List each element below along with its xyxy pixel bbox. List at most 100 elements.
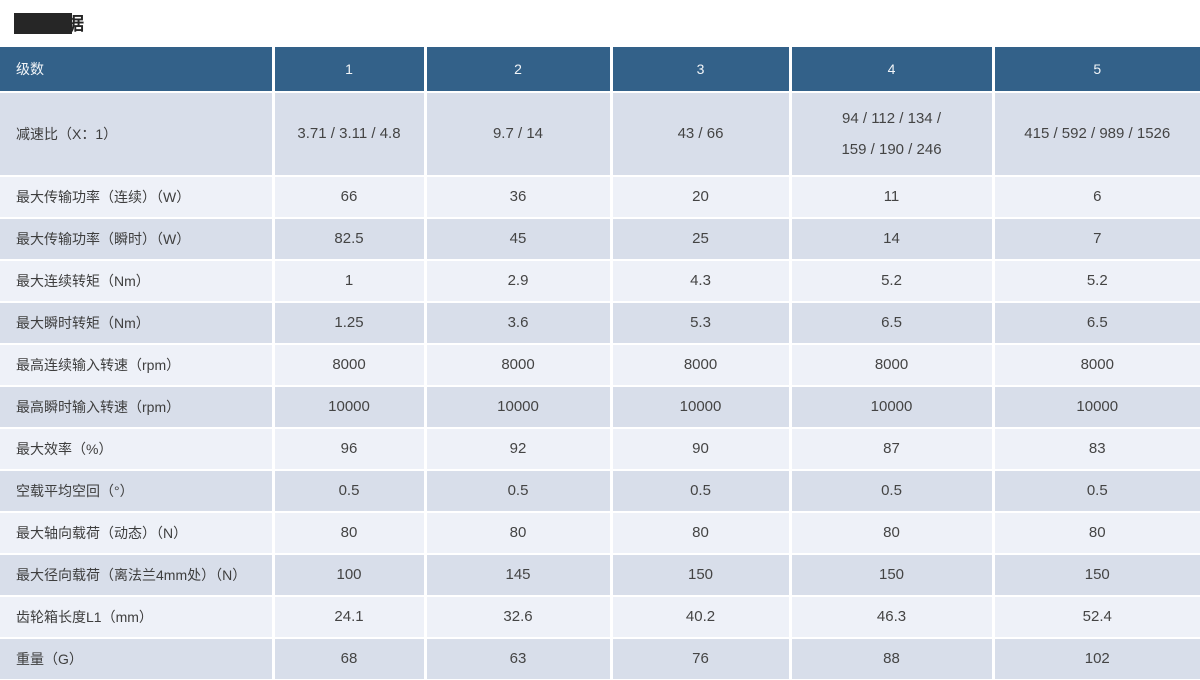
row-value: 415 / 592 / 989 / 1526 <box>993 92 1200 177</box>
header-cell-stage-4: 4 <box>790 47 995 93</box>
header-cell-stage-1: 1 <box>273 47 427 93</box>
table-row: 减速比（X：1） 3.71 / 3.11 / 4.8 9.7 / 14 43 / 66… <box>0 92 1200 177</box>
row-value: 76 <box>611 638 792 680</box>
row-value: 88 <box>790 638 995 680</box>
row-value: 43 / 66 <box>611 92 792 177</box>
row-value: 3.6 <box>425 302 613 345</box>
row-value: 8000 <box>273 344 427 387</box>
row-value: 10000 <box>611 386 792 429</box>
row-value: 10000 <box>790 386 995 429</box>
row-value: 32.6 <box>425 596 613 639</box>
row-value: 25 <box>611 218 792 261</box>
row-value: 10000 <box>425 386 613 429</box>
redaction-box <box>14 12 72 34</box>
table-row: 空载平均空回（°） 0.5 0.5 0.5 0.5 0.5 <box>0 470 1200 513</box>
row-value: 10000 <box>993 386 1200 429</box>
row-value: 0.5 <box>993 470 1200 513</box>
row-value: 80 <box>611 512 792 555</box>
row-label: 减速比（X：1） <box>0 92 275 177</box>
header-cell-stage-3: 3 <box>611 47 792 93</box>
row-label: 最高连续输入转速（rpm） <box>0 344 275 387</box>
row-value: 5.2 <box>790 260 995 303</box>
row-value: 20 <box>611 176 792 219</box>
table-row: 齿轮箱长度L1（mm） 24.1 32.6 40.2 46.3 52.4 <box>0 596 1200 639</box>
row-label: 空载平均空回（°） <box>0 470 275 513</box>
row-label: 最大径向载荷（离法兰4mm处）（N） <box>0 554 275 597</box>
row-value: 145 <box>425 554 613 597</box>
row-label: 最大传输功率（连续）（W） <box>0 176 275 219</box>
table-row: 最大效率（%） 96 92 90 87 83 <box>0 428 1200 471</box>
row-value: 7 <box>993 218 1200 261</box>
table-row: 最高瞬时输入转速（rpm） 10000 10000 10000 10000 10000 <box>0 386 1200 429</box>
row-value: 5.3 <box>611 302 792 345</box>
row-value: 8000 <box>425 344 613 387</box>
row-value: 1.25 <box>273 302 427 345</box>
row-label: 齿轮箱长度L1（mm） <box>0 596 275 639</box>
row-value: 8000 <box>790 344 995 387</box>
row-value: 96 <box>273 428 427 471</box>
row-value: 87 <box>790 428 995 471</box>
row-value: 36 <box>425 176 613 219</box>
spec-table-body: 减速比（X：1） 3.71 / 3.11 / 4.8 9.7 / 14 43 / 66… <box>0 92 1200 680</box>
row-value: 100 <box>273 554 427 597</box>
row-value: 80 <box>993 512 1200 555</box>
row-value: 66 <box>273 176 427 219</box>
row-value: 1 <box>273 260 427 303</box>
row-value: 8000 <box>993 344 1200 387</box>
row-value: 80 <box>425 512 613 555</box>
row-value: 45 <box>425 218 613 261</box>
row-value: 63 <box>425 638 613 680</box>
row-value: 2.9 <box>425 260 613 303</box>
header-cell-stage-5: 5 <box>993 47 1200 93</box>
header-cell-stage-2: 2 <box>425 47 613 93</box>
row-value: 150 <box>611 554 792 597</box>
row-value: 0.5 <box>425 470 613 513</box>
row-value: 92 <box>425 428 613 471</box>
row-value: 80 <box>273 512 427 555</box>
row-value: 8000 <box>611 344 792 387</box>
row-value: 52.4 <box>993 596 1200 639</box>
row-label: 最大连续转矩（Nm） <box>0 260 275 303</box>
row-value: 80 <box>790 512 995 555</box>
row-label: 最大效率（%） <box>0 428 275 471</box>
header-cell-label: 级数 <box>0 47 275 93</box>
row-value: 150 <box>993 554 1200 597</box>
row-value: 83 <box>993 428 1200 471</box>
row-value: 0.5 <box>273 470 427 513</box>
row-value: 11 <box>790 176 995 219</box>
row-value: 82.5 <box>273 218 427 261</box>
row-label: 重量（G） <box>0 638 275 680</box>
row-value: 40.2 <box>611 596 792 639</box>
row-label: 最大轴向载荷（动态）（N） <box>0 512 275 555</box>
row-value: 5.2 <box>993 260 1200 303</box>
row-value: 90 <box>611 428 792 471</box>
row-value: 150 <box>790 554 995 597</box>
table-row: 最大径向载荷（离法兰4mm处）（N） 100 145 150 150 150 <box>0 554 1200 597</box>
row-value: 46.3 <box>790 596 995 639</box>
row-value: 6.5 <box>993 302 1200 345</box>
table-row: 最高连续输入转速（rpm） 8000 8000 8000 8000 8000 <box>0 344 1200 387</box>
row-label: 最高瞬时输入转速（rpm） <box>0 386 275 429</box>
table-row: 最大轴向载荷（动态）（N） 80 80 80 80 80 <box>0 512 1200 555</box>
row-value: 6 <box>993 176 1200 219</box>
row-value: 9.7 / 14 <box>425 92 613 177</box>
table-row: 最大连续转矩（Nm） 1 2.9 4.3 5.2 5.2 <box>0 260 1200 303</box>
row-value: 94 / 112 / 134 / 159 / 190 / 246 <box>790 92 995 177</box>
row-label: 最大传输功率（瞬时）（W） <box>0 218 275 261</box>
table-row: 最大传输功率（连续）（W） 66 36 20 11 6 <box>0 176 1200 219</box>
table-row: 最大瞬时转矩（Nm） 1.25 3.6 5.3 6.5 6.5 <box>0 302 1200 345</box>
row-value: 68 <box>273 638 427 680</box>
row-value: 24.1 <box>273 596 427 639</box>
table-row: 重量（G） 68 63 76 88 102 <box>0 638 1200 680</box>
page-title: 据 <box>14 11 84 35</box>
row-value: 3.71 / 3.11 / 4.8 <box>273 92 427 177</box>
table-row: 最大传输功率（瞬时）（W） 82.5 45 25 14 7 <box>0 218 1200 261</box>
row-value: 10000 <box>273 386 427 429</box>
row-value: 14 <box>790 218 995 261</box>
row-value: 6.5 <box>790 302 995 345</box>
row-value: 0.5 <box>611 470 792 513</box>
row-label: 最大瞬时转矩（Nm） <box>0 302 275 345</box>
